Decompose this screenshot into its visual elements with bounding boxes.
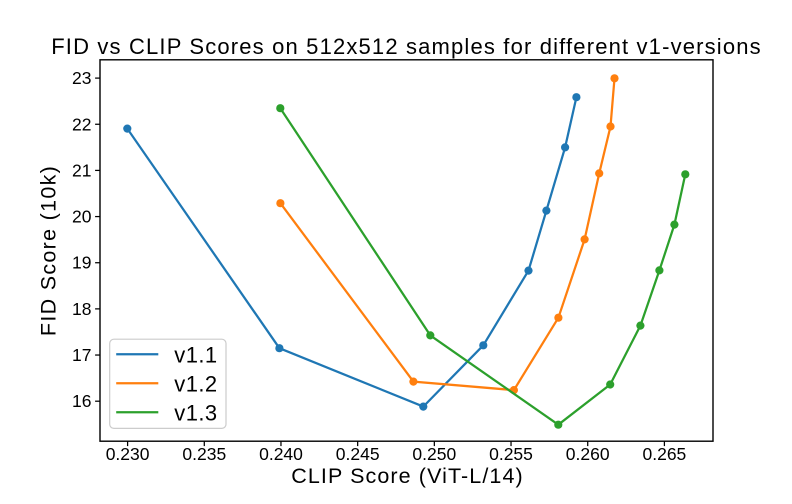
- svg-text:20: 20: [72, 207, 92, 227]
- svg-text:16: 16: [72, 391, 91, 411]
- svg-text:CLIP Score (ViT-L/14): CLIP Score (ViT-L/14): [291, 464, 524, 488]
- svg-text:22: 22: [72, 114, 91, 134]
- svg-text:FID Score (10k): FID Score (10k): [37, 165, 61, 336]
- svg-text:19: 19: [72, 253, 91, 273]
- svg-text:21: 21: [72, 160, 91, 180]
- svg-text:0.235: 0.235: [182, 444, 226, 464]
- svg-text:0.245: 0.245: [336, 444, 380, 464]
- svg-text:0.240: 0.240: [259, 444, 303, 464]
- svg-text:0.265: 0.265: [643, 444, 687, 464]
- svg-text:0.255: 0.255: [489, 444, 533, 464]
- svg-text:18: 18: [72, 299, 91, 319]
- svg-text:v1.3: v1.3: [174, 401, 217, 426]
- svg-text:0.230: 0.230: [106, 444, 150, 464]
- svg-text:17: 17: [72, 345, 91, 365]
- svg-text:0.260: 0.260: [566, 444, 610, 464]
- svg-text:FID vs CLIP Scores on 512x512: FID vs CLIP Scores on 512x512 samples fo…: [51, 34, 762, 59]
- svg-text:v1.2: v1.2: [174, 372, 217, 397]
- svg-text:v1.1: v1.1: [174, 343, 217, 368]
- svg-text:0.250: 0.250: [412, 444, 456, 464]
- svg-text:23: 23: [72, 68, 91, 88]
